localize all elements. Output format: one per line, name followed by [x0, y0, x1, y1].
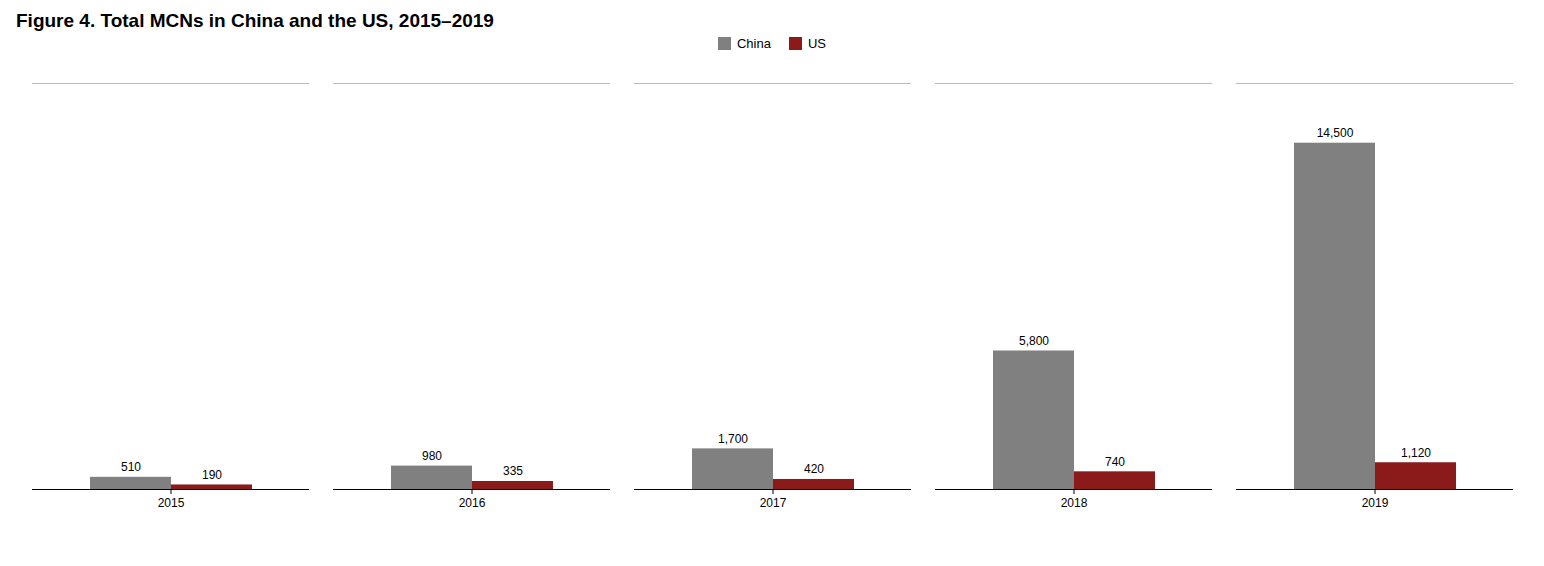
- svg-text:5,800: 5,800: [1019, 334, 1049, 348]
- svg-text:1,700: 1,700: [718, 432, 748, 446]
- svg-text:510: 510: [121, 460, 141, 474]
- svg-text:1,120: 1,120: [1401, 446, 1431, 460]
- svg-text:980: 980: [422, 449, 442, 463]
- svg-text:2018: 2018: [1061, 496, 1088, 510]
- svg-text:420: 420: [804, 462, 824, 476]
- svg-text:740: 740: [1105, 455, 1125, 469]
- svg-text:2016: 2016: [459, 496, 486, 510]
- html-text:US: US: [808, 36, 826, 51]
- svg-text:2015: 2015: [158, 496, 185, 510]
- html-text:China: China: [737, 36, 771, 51]
- svg-text:2017: 2017: [760, 496, 787, 510]
- svg-text:2019: 2019: [1362, 496, 1389, 510]
- svg-text:14,500: 14,500: [1317, 126, 1354, 140]
- svg-text:190: 190: [202, 468, 222, 482]
- html-text:Figure 4. Total MCNs in China: Figure 4. Total MCNs in China and the US…: [16, 10, 494, 31]
- svg-text:335: 335: [503, 464, 523, 478]
